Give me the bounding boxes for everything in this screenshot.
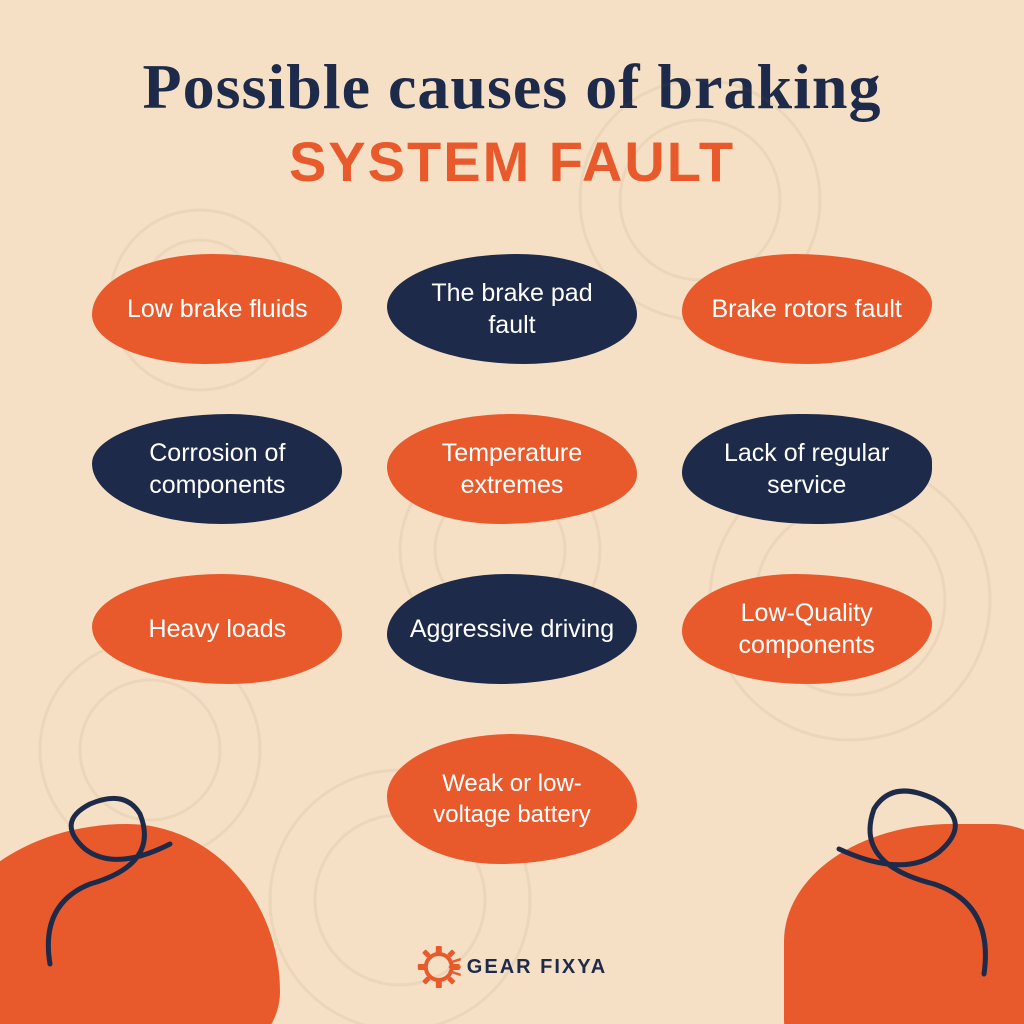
cause-label: The brake pad fault [407,277,617,342]
cause-item: The brake pad fault [387,254,637,364]
cause-item: Aggressive driving [387,574,637,684]
cause-item: Heavy loads [92,574,342,684]
title-line2: SYSTEM FAULT [0,129,1024,194]
cause-label: Brake rotors fault [711,293,901,326]
cause-label: Heavy loads [149,613,287,646]
logo: GEAR FIXYA [417,945,607,989]
cause-item: Low brake fluids [92,254,342,364]
title-line1: Possible causes of braking [0,50,1024,124]
cause-item: Brake rotors fault [682,254,932,364]
decor-squiggle-right [784,774,1004,994]
header: Possible causes of braking SYSTEM FAULT [0,0,1024,194]
cause-label: Lack of regular service [702,437,912,502]
cause-label: Weak or low-voltage battery [407,768,617,830]
cause-label: Aggressive driving [410,613,614,646]
cause-label: Low brake fluids [127,293,308,326]
causes-grid: Low brake fluids The brake pad fault Bra… [0,194,1024,864]
decor-squiggle-left [30,784,230,984]
cause-label: Temperature extremes [407,437,617,502]
cause-label: Low-Quality components [702,597,912,662]
cause-item: Lack of regular service [682,414,932,524]
gear-icon [417,945,461,989]
cause-item: Low-Quality components [682,574,932,684]
cause-item: Temperature extremes [387,414,637,524]
cause-label: Corrosion of components [112,437,322,502]
cause-item: Corrosion of components [92,414,342,524]
logo-text: GEAR FIXYA [467,956,607,979]
cause-item: Weak or low-voltage battery [387,734,637,864]
